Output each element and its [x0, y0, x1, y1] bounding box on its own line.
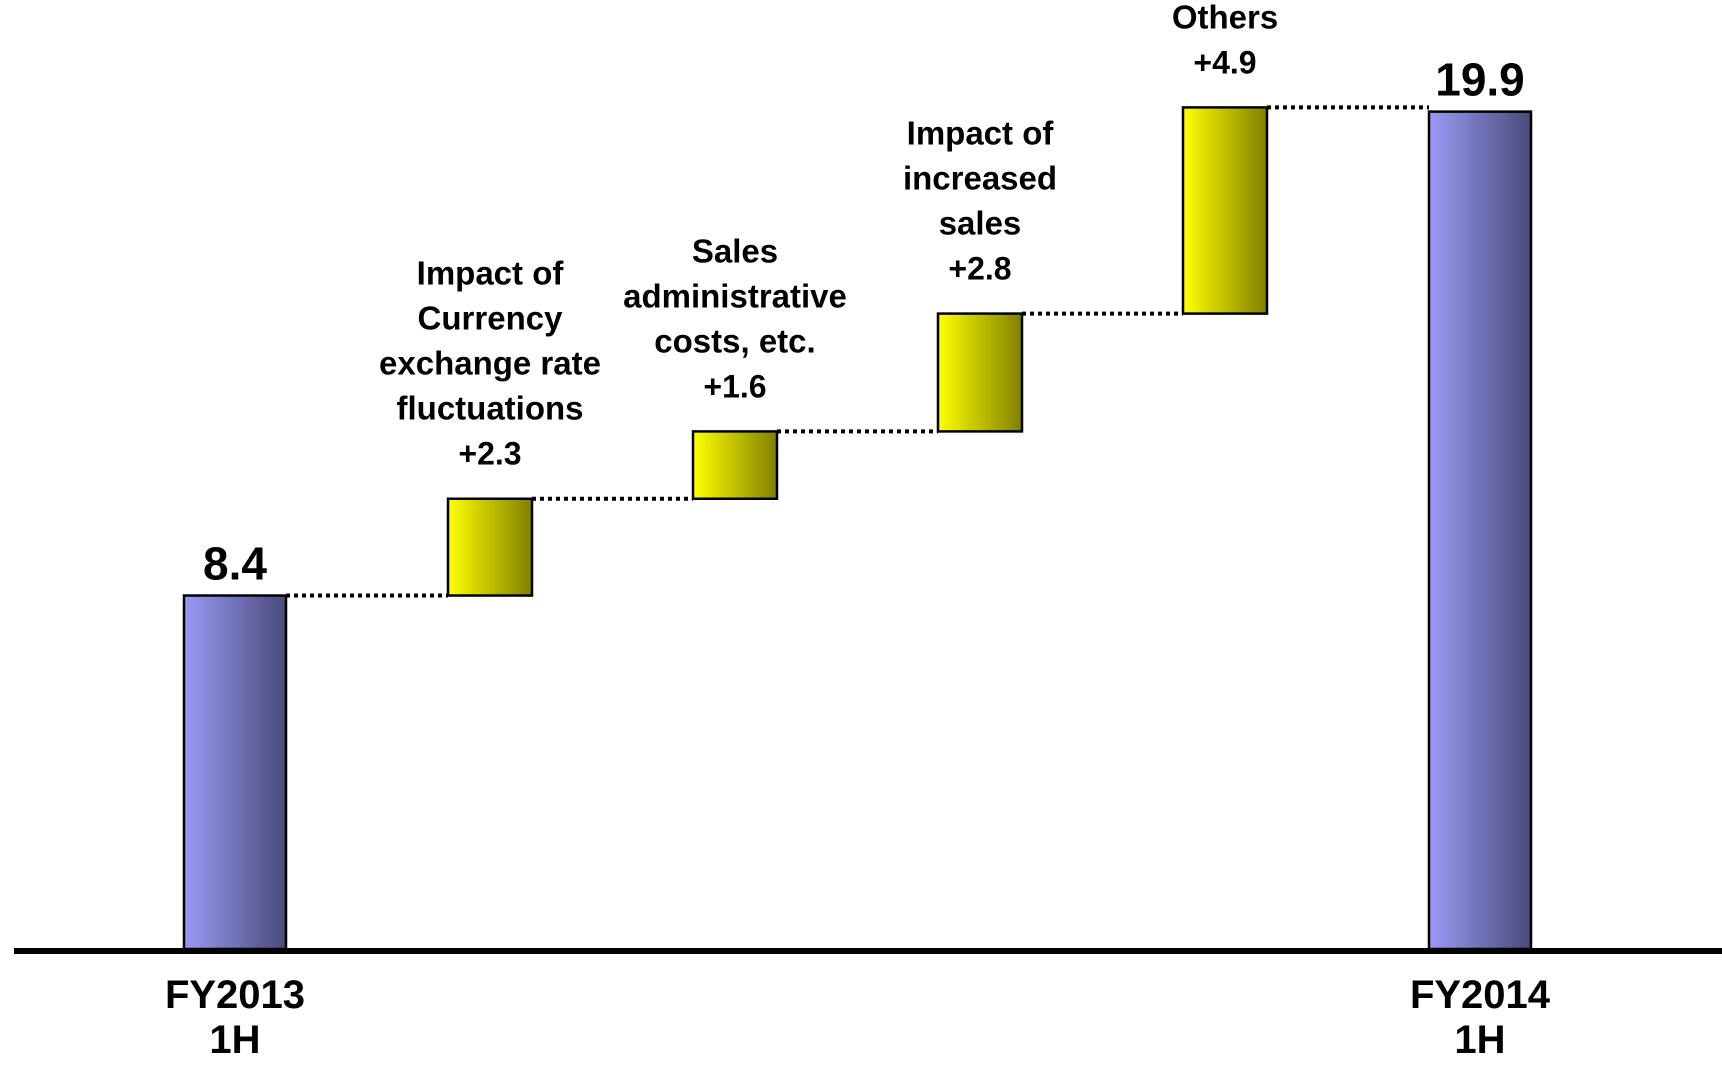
bar-1 — [446, 497, 534, 597]
category-label-5-0: FY2014 — [1410, 973, 1551, 1017]
category-label-5-1: 1H — [1454, 1018, 1505, 1062]
category-label-1-2: exchange rate — [379, 345, 601, 382]
bar-5 — [1427, 110, 1533, 951]
value-label-1: +2.3 — [458, 436, 521, 472]
value-label-0: 8.4 — [203, 538, 267, 590]
category-label-2-1: administrative — [623, 277, 847, 314]
bar-0 — [182, 594, 288, 951]
bar-4 — [1181, 106, 1269, 315]
category-label-2-0: Sales — [692, 232, 778, 269]
category-label-0-0: FY2013 — [165, 973, 305, 1017]
value-label-5: 19.9 — [1435, 54, 1525, 106]
bars — [182, 106, 1533, 951]
connector-lines — [286, 105, 1429, 598]
value-label-2: +1.6 — [703, 368, 766, 404]
value-label-4: +4.9 — [1193, 44, 1256, 80]
category-label-3-2: sales — [939, 205, 1022, 242]
category-label-4-0: Others — [1172, 0, 1278, 35]
category-label-2-2: costs, etc. — [654, 322, 815, 359]
value-label-3: +2.8 — [948, 251, 1011, 287]
bar-2 — [691, 430, 779, 500]
category-label-0-1: 1H — [209, 1018, 260, 1062]
category-label-1-0: Impact of — [417, 255, 565, 292]
category-label-1-3: fluctuations — [397, 390, 584, 427]
bar-3 — [936, 312, 1024, 433]
category-label-3-1: increased — [903, 160, 1057, 197]
category-label-1-1: Currency — [418, 300, 564, 337]
category-label-3-0: Impact of — [907, 115, 1055, 152]
